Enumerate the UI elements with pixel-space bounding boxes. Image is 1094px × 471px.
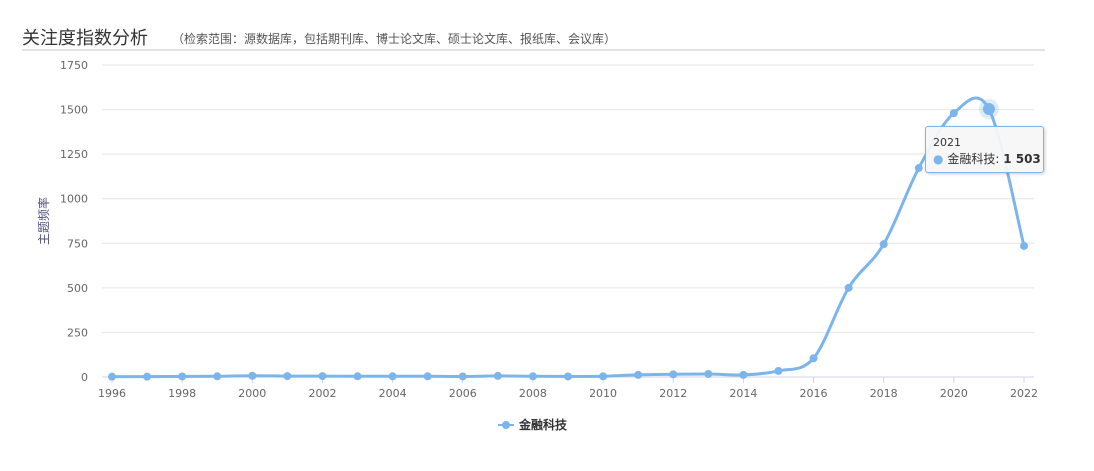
x-tick-label: 1996 bbox=[98, 387, 126, 400]
data-point bbox=[283, 372, 292, 381]
data-point bbox=[774, 366, 783, 375]
data-point bbox=[949, 109, 958, 118]
data-point bbox=[599, 372, 608, 381]
data-point bbox=[423, 372, 432, 381]
data-point bbox=[353, 372, 362, 381]
data-point bbox=[739, 370, 748, 379]
data-point bbox=[704, 369, 713, 378]
data-point bbox=[982, 103, 995, 116]
tooltip-year: 2021 bbox=[933, 136, 961, 149]
page-title: 关注度指数分析 bbox=[22, 28, 148, 49]
data-point bbox=[493, 371, 502, 380]
y-tick-label: 1250 bbox=[60, 148, 88, 161]
tooltip-series: 金融科技 bbox=[947, 152, 996, 166]
data-point bbox=[528, 372, 537, 381]
data-point bbox=[844, 283, 853, 292]
data-point bbox=[388, 372, 397, 381]
x-tick-label: 2006 bbox=[449, 387, 477, 400]
y-tick-label: 500 bbox=[67, 282, 88, 295]
data-point bbox=[809, 354, 818, 363]
data-point bbox=[318, 372, 327, 381]
y-tick-label: 1750 bbox=[60, 59, 88, 72]
y-tick-label: 250 bbox=[67, 326, 88, 339]
y-tick-label: 1500 bbox=[60, 104, 88, 117]
x-tick-label: 2000 bbox=[238, 387, 266, 400]
x-tick-label: 2022 bbox=[1010, 387, 1038, 400]
data-point bbox=[143, 372, 152, 381]
y-tick-label: 0 bbox=[81, 371, 88, 384]
divider bbox=[22, 49, 1045, 51]
data-point bbox=[1020, 241, 1028, 250]
x-tick-label: 2020 bbox=[940, 387, 968, 400]
legend-marker bbox=[502, 421, 510, 429]
tooltip-value: 1 503 bbox=[1003, 152, 1041, 166]
data-point bbox=[564, 372, 572, 381]
data-point bbox=[213, 372, 222, 381]
x-tick-label: 2008 bbox=[519, 387, 547, 400]
data-point bbox=[669, 370, 678, 379]
y-axis-label: 主题频率 bbox=[36, 197, 51, 245]
x-tick-label: 2012 bbox=[659, 387, 687, 400]
data-point bbox=[178, 372, 187, 381]
x-tick-label: 2018 bbox=[870, 387, 898, 400]
x-tick-label: 1998 bbox=[168, 387, 196, 400]
legend-label: 金融科技 bbox=[518, 417, 568, 432]
x-tick-label: 2014 bbox=[729, 387, 757, 400]
data-point bbox=[914, 164, 923, 173]
x-tick-label: 2010 bbox=[589, 387, 617, 400]
tooltip: 2021 ● 金融科技: 1 503 bbox=[925, 126, 1044, 173]
search-scope: （检索范围：源数据库，包括期刊库、博士论文库、硕士论文库、报纸库、会议库） bbox=[172, 32, 617, 46]
y-tick-label: 1000 bbox=[60, 193, 88, 206]
data-point bbox=[248, 371, 257, 380]
data-point bbox=[108, 372, 116, 381]
data-point bbox=[634, 370, 643, 379]
series-dot-icon: ● bbox=[933, 152, 944, 166]
data-point bbox=[879, 240, 888, 249]
x-tick-label: 2004 bbox=[379, 387, 407, 400]
data-point bbox=[458, 372, 467, 381]
y-tick-label: 750 bbox=[67, 237, 88, 250]
x-tick-label: 2016 bbox=[800, 387, 828, 400]
series-line bbox=[111, 96, 1026, 379]
x-tick-label: 2002 bbox=[308, 387, 336, 400]
